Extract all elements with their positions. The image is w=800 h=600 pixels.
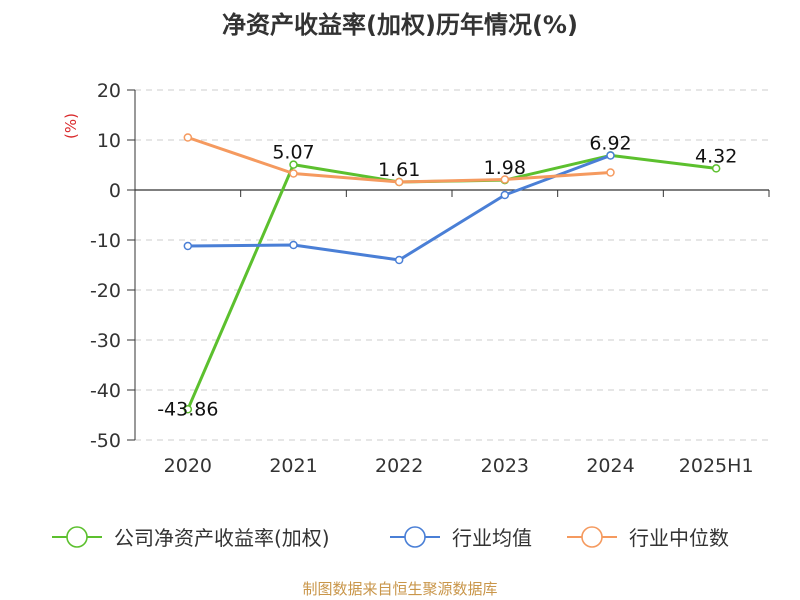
x-tick-label: 2024 [586,455,634,477]
data-point [606,151,615,160]
legend: 公司净资产收益率(加权) 行业均值 行业中位数 [52,526,729,550]
legend-item: 行业中位数 [567,526,729,550]
y-axis-label: (%) [62,113,80,139]
source-note: 制图数据来自恒生聚源数据库 [302,580,497,598]
data-point [289,169,298,178]
legend-marker [404,526,426,548]
x-tick-label: 2022 [375,455,423,477]
data-point [183,241,193,251]
data-point [500,175,510,184]
legend-label: 行业均值 [452,526,532,550]
data-point [500,190,510,200]
data-label: 1.61 [378,159,420,181]
data-label: 4.32 [695,145,737,167]
x-tick-label: 2021 [269,455,317,477]
data-point [289,240,298,250]
x-tick-label: 2025H1 [679,455,754,477]
data-labels: -43.86 5.07 1.61 1.98 6.92 4.32 [157,132,737,420]
series-2 [183,133,615,187]
axes: 20 10 0 -10 -20 -30 -40 -50 2020 2021 2022 2023 2024… [90,80,770,477]
y-tick-label: 10 [97,130,121,152]
legend-marker [66,526,88,548]
data-point [711,164,721,173]
y-tick-label: 0 [109,180,121,202]
legend-item: 行业均值 [390,526,532,550]
legend-label: 公司净资产收益率(加权) [114,526,330,550]
y-tick-label: -50 [90,430,121,452]
data-point [289,160,298,169]
y-tick-label: -30 [90,330,121,352]
data-point [183,405,193,414]
y-tick-label: 20 [97,80,121,102]
data-label: 1.98 [484,157,526,179]
chart-title: 净资产收益率(加权)历年情况(%) [222,11,578,39]
series [183,133,721,414]
data-point [606,168,615,177]
data-point [183,133,193,142]
y-tick-label: -40 [90,380,121,402]
y-tick-label: -10 [90,230,121,252]
grid [135,89,769,441]
legend-marker [581,526,603,548]
data-label: 5.07 [272,142,314,164]
series-1 [183,151,615,265]
legend-label: 行业中位数 [629,526,729,550]
data-label: 6.92 [589,132,631,154]
x-tick-label: 2020 [164,455,212,477]
data-point [394,177,404,187]
x-tick-label: 2023 [481,455,529,477]
y-tick-label: -20 [90,280,121,302]
legend-item: 公司净资产收益率(加权) [52,526,330,550]
data-label: -43.86 [157,398,218,420]
data-point [394,255,404,265]
